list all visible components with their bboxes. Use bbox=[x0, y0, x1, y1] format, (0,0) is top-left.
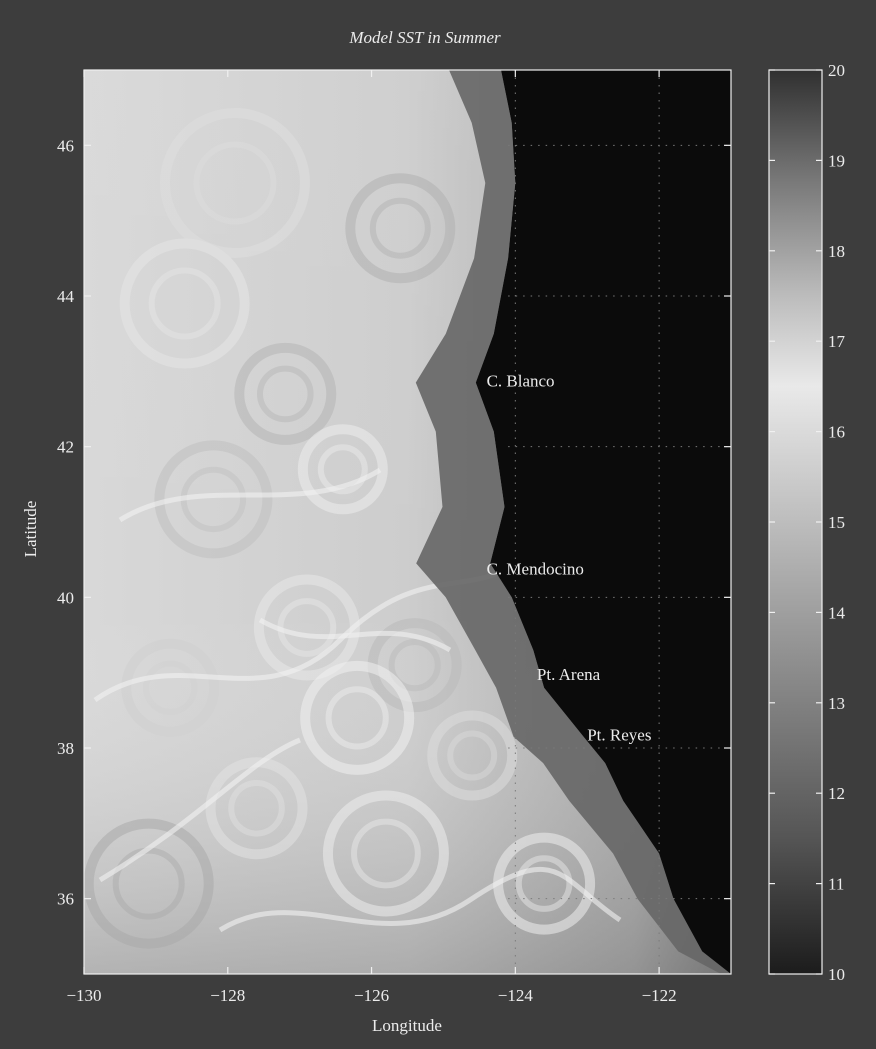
eddy-ring bbox=[345, 173, 456, 284]
colorbar-tick-label: 18 bbox=[828, 242, 845, 261]
x-tick-label: −128 bbox=[210, 986, 245, 1005]
place-label: Pt. Reyes bbox=[587, 725, 651, 744]
y-tick-label: 44 bbox=[57, 287, 75, 306]
eddy-ring-inner bbox=[447, 730, 498, 781]
eddy-ring bbox=[234, 342, 337, 445]
colorbar-tick-label: 13 bbox=[828, 694, 845, 713]
x-tick-label: −122 bbox=[642, 986, 677, 1005]
eddy-ring-inner bbox=[388, 639, 441, 692]
eddy-ring-inner bbox=[369, 197, 431, 259]
y-tick-label: 36 bbox=[57, 890, 74, 909]
eddy-ring bbox=[322, 790, 449, 917]
eddy-ring bbox=[84, 818, 214, 949]
land-gridlines bbox=[508, 70, 731, 974]
eddy-ring-inner bbox=[351, 818, 421, 889]
eddy-ring bbox=[119, 238, 250, 369]
colorbar-tick-label: 12 bbox=[828, 784, 845, 803]
y-axis-ticks: 36 38 40 42 44 46 bbox=[57, 136, 731, 909]
y-tick-label: 40 bbox=[57, 588, 74, 607]
eddy-ring bbox=[205, 757, 308, 860]
place-label: C. Mendocino bbox=[487, 560, 584, 579]
y-tick-label: 42 bbox=[57, 438, 74, 457]
x-tick-label: −126 bbox=[354, 986, 389, 1005]
colorbar-tick-label: 15 bbox=[828, 513, 845, 532]
eddy-ring bbox=[300, 660, 415, 775]
sst-filament bbox=[98, 737, 301, 883]
place-label: Pt. Arena bbox=[537, 665, 601, 684]
colorbar-tick-label: 10 bbox=[828, 965, 845, 984]
place-label: C. Blanco bbox=[487, 371, 555, 390]
colorbar-tick-label: 16 bbox=[828, 423, 845, 442]
eddy-ring-inner bbox=[325, 686, 389, 750]
map-plot-area bbox=[84, 70, 731, 974]
colorbar-tick-label: 20 bbox=[828, 61, 845, 80]
eddy-ring bbox=[159, 108, 310, 258]
colorbar-ticks: 10 11 12 13 14 15 16 17 18 19 20 bbox=[769, 61, 846, 984]
eddy-ring-inner bbox=[317, 444, 368, 495]
colorbar-gradient bbox=[768, 69, 823, 975]
y-axis-label: Latitude bbox=[21, 501, 40, 558]
eddy-ring bbox=[427, 710, 518, 801]
colorbar-tick-label: 17 bbox=[828, 332, 846, 351]
plot-frame bbox=[83, 69, 732, 975]
eddy-ring-inner bbox=[256, 365, 314, 423]
sst-filament bbox=[218, 867, 622, 933]
eddy-ring-inner bbox=[143, 660, 198, 715]
eddy-ring-inner bbox=[228, 779, 285, 837]
y-tick-label: 46 bbox=[57, 136, 74, 155]
eddy-ring bbox=[121, 638, 220, 737]
x-axis-ticks: −130 −128 −126 −124 −122 bbox=[66, 70, 677, 1005]
place-annotations: C. Blanco C. Mendocino Pt. Arena Pt. Reyes bbox=[487, 371, 652, 744]
sst-filament bbox=[258, 617, 452, 653]
eddy-ring-inner bbox=[515, 855, 573, 912]
eddy-ring bbox=[297, 424, 388, 515]
colorbar-tick-label: 14 bbox=[828, 603, 846, 622]
x-tick-label: −130 bbox=[66, 986, 101, 1005]
eddy-ring-inner bbox=[193, 141, 277, 225]
x-tick-label: −124 bbox=[498, 986, 534, 1005]
colorbar: 10 11 12 13 14 15 16 17 18 19 20 bbox=[768, 61, 846, 984]
colorbar-tick-label: 19 bbox=[828, 151, 845, 170]
sst-filament bbox=[118, 467, 382, 523]
chart-title: Model SST in Summer bbox=[348, 28, 501, 47]
x-axis-label: Longitude bbox=[372, 1016, 442, 1035]
colorbar-tick-label: 11 bbox=[828, 875, 844, 894]
eddy-ring-inner bbox=[148, 267, 221, 340]
eddy-ring bbox=[154, 440, 273, 559]
y-tick-label: 38 bbox=[57, 739, 74, 758]
coastal-upwelling-band bbox=[415, 70, 731, 974]
